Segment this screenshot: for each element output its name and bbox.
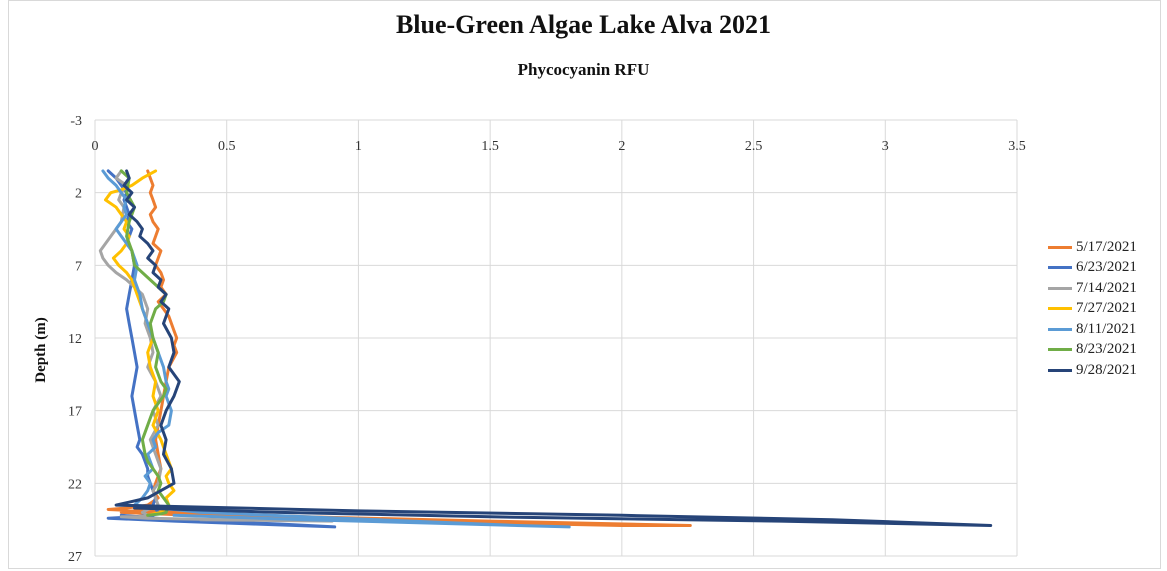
y-tick-label: 27 (68, 550, 82, 565)
legend-swatch (1048, 307, 1072, 311)
x-tick-label: 0.5 (218, 139, 236, 154)
legend-item: 7/14/2021 (1048, 278, 1137, 299)
x-tick-label: 0 (92, 139, 99, 154)
x-tick-label: 3.5 (1008, 139, 1026, 154)
legend-item: 8/11/2021 (1048, 319, 1137, 340)
x-tick-label: 3 (882, 139, 889, 154)
legend-item: 5/17/2021 (1048, 237, 1137, 258)
legend-swatch (1048, 348, 1072, 352)
series-line (98, 169, 334, 523)
legend-label: 6/23/2021 (1076, 259, 1137, 276)
y-tick-label: -3 (70, 114, 82, 129)
legend-swatch (1048, 368, 1072, 372)
chart-title: Blue-Green Algae Lake Alva 2021 (395, 10, 772, 39)
series-line (114, 169, 993, 527)
x-tick-label: 2.5 (745, 139, 763, 154)
legend-label: 7/27/2021 (1076, 300, 1137, 317)
legend-label: 5/17/2021 (1076, 238, 1137, 255)
x-tick-label: 1.5 (481, 139, 499, 154)
y-tick-label: 2 (75, 187, 82, 202)
y-tick-label: 12 (68, 332, 82, 347)
chart-subtitle: Phycocyanin RFU (517, 60, 650, 79)
y-tick-label: 7 (75, 259, 82, 274)
legend-label: 8/23/2021 (1076, 341, 1137, 358)
series-line (119, 169, 171, 517)
legend-label: 9/28/2021 (1076, 361, 1137, 378)
y-axis-title: Depth (m) (33, 317, 49, 382)
series-line (101, 169, 571, 529)
legend-swatch (1048, 266, 1072, 270)
y-tick-label: 17 (68, 405, 82, 420)
legend-item: 6/23/2021 (1048, 258, 1137, 279)
legend-item: 7/27/2021 (1048, 299, 1137, 320)
x-tick-label: 1 (355, 139, 362, 154)
legend-item: 9/28/2021 (1048, 360, 1137, 381)
legend-item: 8/23/2021 (1048, 340, 1137, 361)
series-line (106, 169, 692, 527)
legend-swatch (1048, 245, 1072, 249)
y-tick-label: 22 (68, 477, 82, 492)
chart-area (8, 0, 1161, 569)
legend-label: 8/11/2021 (1076, 320, 1137, 337)
legend-swatch (1048, 327, 1072, 331)
series-line (104, 169, 176, 517)
series-line (106, 169, 337, 529)
legend-swatch (1048, 286, 1072, 290)
legend: 5/17/2021 6/23/2021 7/14/2021 7/27/2021 8/11… (1048, 237, 1137, 381)
legend-label: 7/14/2021 (1076, 279, 1137, 296)
x-tick-label: 2 (618, 139, 625, 154)
